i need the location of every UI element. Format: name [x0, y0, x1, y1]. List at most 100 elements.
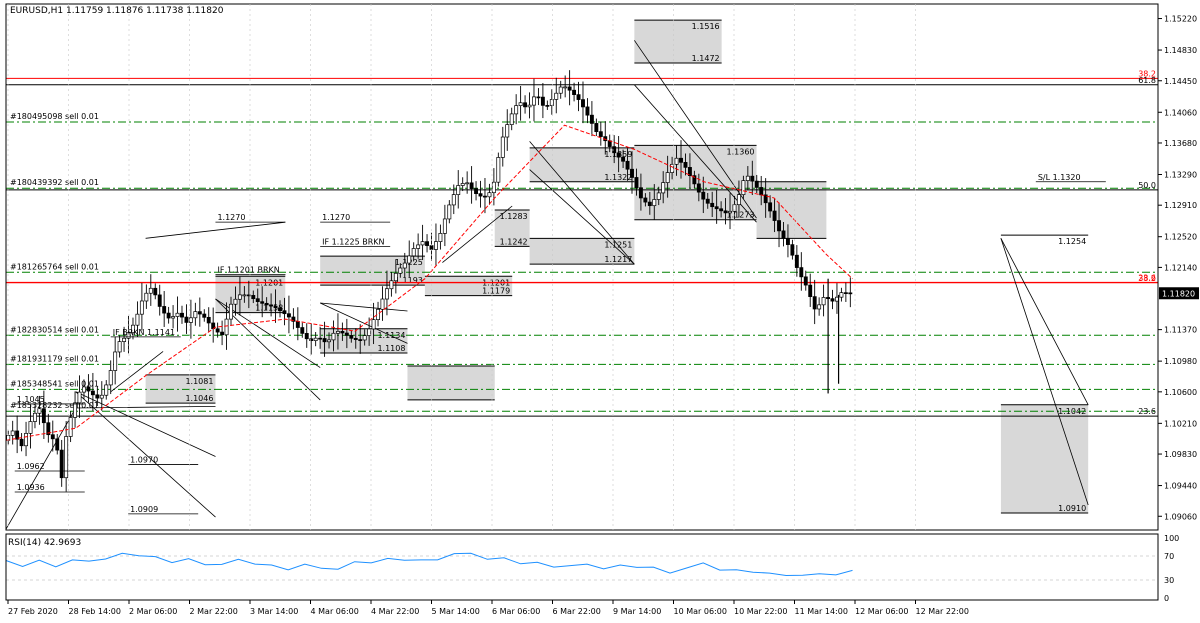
price-tick-label: 1.13290 [1164, 170, 1197, 179]
level-labels-layer: 1.1270 1.1270 1.1045 1.0970 1.0962 1.0936 1.09… [14, 173, 1106, 515]
candle-body [808, 284, 813, 297]
candle-body [46, 422, 51, 436]
candle-body [554, 92, 559, 100]
candle-body [750, 175, 755, 182]
candle-body [447, 204, 452, 220]
candle-body [772, 210, 777, 221]
candle-body [278, 307, 282, 312]
candle-body [705, 198, 710, 204]
candle-body [157, 294, 162, 307]
candle-body [563, 86, 568, 89]
candle-body [82, 386, 86, 393]
fibonacci-label: 38.2 [1138, 274, 1156, 283]
candle-body [175, 312, 180, 317]
candle-body [732, 204, 737, 212]
candle-body [416, 244, 421, 249]
zone-box [320, 328, 408, 354]
candle-body [509, 113, 514, 125]
trend-line [320, 302, 408, 312]
candle-body [246, 294, 251, 297]
candle-body [429, 245, 434, 250]
candle-body [723, 210, 728, 214]
candle-body [817, 304, 822, 310]
moving-average-layer [5, 124, 853, 441]
candle-body [665, 172, 670, 183]
price-tick-label: 1.09830 [1164, 450, 1197, 459]
candle-body [171, 316, 176, 319]
candle-body [282, 310, 287, 315]
candle-body [193, 311, 198, 319]
level-label: 1.0970 [130, 456, 158, 465]
trend-line [75, 391, 216, 457]
candle-body [260, 301, 265, 304]
order-label: #181265764 sell 0.01 [10, 262, 99, 271]
price-tick-label: 1.12910 [1164, 201, 1197, 210]
zone-label: 1.1283 [500, 212, 528, 221]
current-price-label: 1.11820 [1162, 289, 1195, 298]
candle-body [630, 168, 634, 178]
candle-body [313, 337, 318, 341]
level-label: S/L 1.1320 [1038, 173, 1081, 182]
trend-line [1000, 238, 1089, 405]
candle-body [393, 272, 398, 282]
price-tick-label: 1.10600 [1164, 388, 1197, 397]
candle-body [545, 105, 550, 107]
zone-box [1000, 404, 1089, 514]
candle-body [679, 157, 683, 163]
candle-body [126, 332, 131, 339]
candle-body [64, 436, 69, 479]
level-label: IF 1.1225 BRKN [322, 237, 384, 246]
rsi-tick-label: 30 [1164, 576, 1174, 585]
rsi-panel: 100 70 30 0 [5, 534, 1179, 603]
candle-body [322, 338, 327, 343]
candle-body [478, 193, 483, 197]
candle-body [420, 241, 425, 246]
candle-body [99, 394, 104, 399]
fibonacci-label: 38.2 [1138, 69, 1156, 78]
time-tick-label: 12 Mar 06:00 [855, 607, 908, 616]
candle-body [251, 295, 256, 300]
candle-body [598, 131, 603, 137]
candle-body [224, 318, 229, 336]
zone-label: 1.0910 [1058, 504, 1086, 513]
trend-line [320, 302, 408, 344]
candle-body [442, 218, 447, 234]
candle-body [785, 238, 790, 245]
order-label: #181931179 sell 0.01 [10, 354, 99, 363]
time-tick-label: 27 Feb 2020 [8, 607, 58, 616]
candle-body [540, 96, 545, 106]
trend-line [442, 205, 513, 263]
candle-body [86, 386, 91, 392]
candle-body [24, 433, 28, 447]
zone-box [424, 276, 513, 296]
candle-body [291, 316, 296, 322]
candle-body [754, 180, 759, 188]
candle-body [692, 175, 697, 185]
candle-body [656, 192, 661, 200]
rsi-tick-label: 100 [1164, 534, 1179, 543]
order-label: #180495098 sell 0.01 [10, 112, 99, 121]
fibonacci-layer: 38.223.638.261.850.023.6 [6, 69, 1158, 417]
candle-body [625, 160, 630, 170]
candles-layer [6, 70, 853, 492]
candle-body [148, 287, 153, 294]
time-tick-label: 11 Mar 14:00 [795, 607, 848, 616]
candle-body [612, 146, 617, 154]
candle-body [166, 312, 171, 319]
zone-label: 1.1193 [395, 276, 423, 285]
candle-body [523, 102, 528, 108]
zone-label: 1.1322 [604, 173, 632, 182]
candle-body [273, 305, 278, 309]
candle-body [532, 96, 536, 106]
price-tick-label: 1.12140 [1164, 263, 1197, 272]
time-tick-label: 4 Mar 06:00 [311, 607, 359, 616]
price-tick-label: 1.14060 [1164, 108, 1197, 117]
level-label: IF 1.1201 BRKN [217, 266, 279, 275]
candle-body [487, 192, 492, 198]
candle-body [567, 86, 572, 91]
time-tick-label: 10 Mar 06:00 [674, 607, 727, 616]
time-tick-label: 10 Mar 22:00 [734, 607, 787, 616]
candle-body [745, 175, 750, 181]
candle-body [362, 335, 367, 341]
